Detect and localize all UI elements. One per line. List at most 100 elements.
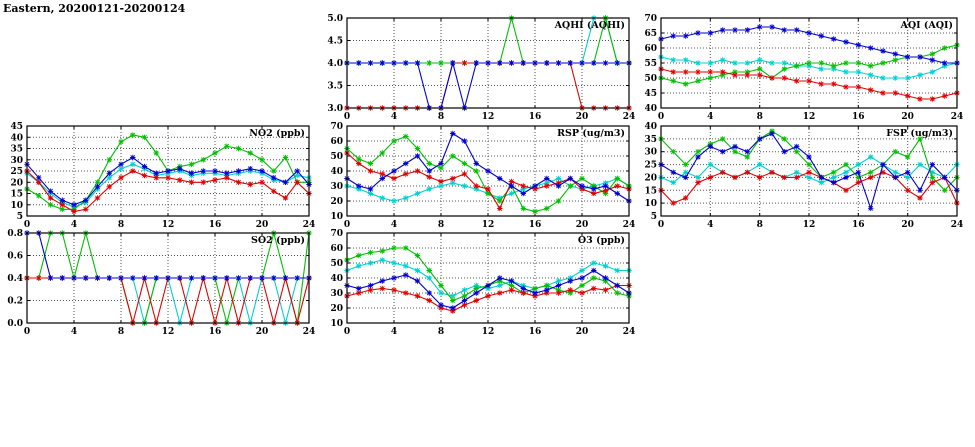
chart-o3: 0 4 8 12 16 20 24 10 20 30 40 50 60 70 O3 (ppb) (330, 229, 635, 337)
svg-text:20: 20 (901, 112, 914, 122)
svg-text:8: 8 (757, 220, 763, 230)
svg-text:45: 45 (644, 89, 657, 99)
svg-text:12: 12 (803, 220, 816, 230)
svg-text:10: 10 (10, 201, 23, 211)
svg-text:24: 24 (951, 220, 964, 230)
svg-text:24: 24 (623, 112, 636, 122)
svg-text:12: 12 (162, 327, 175, 337)
svg-text:20: 20 (644, 173, 657, 183)
svg-text:5: 5 (17, 212, 23, 222)
svg-text:20: 20 (10, 178, 23, 188)
svg-text:50: 50 (644, 74, 657, 84)
svg-text:70: 70 (330, 122, 343, 132)
svg-text:60: 60 (644, 44, 657, 54)
svg-text:20: 20 (330, 197, 343, 207)
chart-aqhi: 0 4 8 12 16 20 24 3.0 3.5 4.0 4.5 5.0 AQHI (AQHI) (327, 14, 635, 122)
svg-text:25: 25 (10, 167, 23, 177)
svg-text:4: 4 (71, 327, 77, 337)
svg-text:15: 15 (10, 190, 23, 200)
svg-text:12: 12 (803, 112, 816, 122)
svg-text:8: 8 (438, 112, 444, 122)
svg-text:AQI (AQI): AQI (AQI) (900, 20, 953, 31)
svg-text:24: 24 (303, 327, 316, 337)
svg-text:5.0: 5.0 (327, 14, 343, 24)
svg-text:40: 40 (644, 122, 657, 132)
svg-text:30: 30 (10, 156, 23, 166)
svg-text:12: 12 (482, 112, 495, 122)
svg-text:16: 16 (852, 112, 865, 122)
page-title: Eastern, 20200121-20200124 (3, 2, 186, 15)
svg-text:8: 8 (118, 220, 124, 230)
svg-text:16: 16 (529, 220, 542, 230)
svg-text:35: 35 (644, 135, 657, 145)
svg-text:8: 8 (757, 112, 763, 122)
svg-text:0.2: 0.2 (7, 297, 23, 307)
svg-text:AQHI (AQHI): AQHI (AQHI) (554, 20, 625, 31)
svg-text:20: 20 (330, 304, 343, 314)
svg-text:0: 0 (658, 112, 664, 122)
svg-text:16: 16 (529, 112, 542, 122)
svg-text:O3 (ppb): O3 (ppb) (578, 235, 625, 246)
svg-text:24: 24 (623, 327, 636, 337)
svg-text:20: 20 (901, 220, 914, 230)
svg-text:0: 0 (24, 220, 30, 230)
svg-text:4: 4 (391, 220, 397, 230)
svg-text:12: 12 (482, 327, 495, 337)
svg-text:10: 10 (644, 199, 657, 209)
svg-text:24: 24 (623, 220, 636, 230)
svg-text:10: 10 (330, 212, 343, 222)
svg-text:4: 4 (71, 220, 77, 230)
svg-text:8: 8 (438, 220, 444, 230)
svg-text:70: 70 (644, 14, 657, 24)
svg-text:16: 16 (209, 327, 222, 337)
svg-text:30: 30 (644, 148, 657, 158)
svg-text:0: 0 (24, 327, 30, 337)
svg-text:12: 12 (482, 220, 495, 230)
svg-text:16: 16 (529, 327, 542, 337)
svg-text:4.5: 4.5 (327, 37, 343, 47)
svg-text:0: 0 (344, 112, 350, 122)
svg-text:60: 60 (330, 137, 343, 147)
svg-text:50: 50 (330, 259, 343, 269)
svg-text:30: 30 (330, 182, 343, 192)
svg-text:50: 50 (330, 152, 343, 162)
chart-no2: 0 4 8 12 16 20 24 5 10 15 20 25 30 35 40 45 NO2 (ppb) (10, 122, 315, 230)
svg-text:0.8: 0.8 (7, 229, 23, 239)
svg-text:16: 16 (852, 220, 865, 230)
chart-aqi: 0 4 8 12 16 20 24 40 45 50 55 60 65 70 AQI (AQI) (644, 14, 963, 122)
svg-text:0: 0 (344, 327, 350, 337)
svg-text:3.0: 3.0 (327, 104, 343, 114)
svg-text:FSP (ug/m3): FSP (ug/m3) (886, 128, 953, 139)
svg-text:4: 4 (707, 112, 713, 122)
chart-fsp: 0 4 8 12 16 20 24 5 10 15 20 25 30 35 40 FSP (ug/m3) (644, 122, 963, 230)
svg-text:55: 55 (644, 59, 657, 69)
svg-text:0: 0 (344, 220, 350, 230)
svg-text:15: 15 (644, 186, 657, 196)
chart-so2: 0 4 8 12 16 20 24 0.0 0.2 0.4 0.6 0.8 SO2 (ppb) (7, 229, 315, 337)
svg-text:4: 4 (391, 327, 397, 337)
svg-text:0.0: 0.0 (7, 319, 23, 329)
svg-text:20: 20 (256, 327, 269, 337)
svg-text:45: 45 (10, 122, 23, 132)
svg-text:8: 8 (438, 327, 444, 337)
svg-text:NO2 (ppb): NO2 (ppb) (249, 128, 305, 139)
svg-text:40: 40 (644, 104, 657, 114)
svg-text:12: 12 (162, 220, 175, 230)
svg-text:16: 16 (209, 220, 222, 230)
svg-text:24: 24 (951, 112, 964, 122)
svg-text:20: 20 (576, 220, 589, 230)
svg-text:35: 35 (10, 145, 23, 155)
chart-rsp: 0 4 8 12 16 20 24 10 20 30 40 50 60 70 RSP (ug/m3) (330, 122, 635, 230)
svg-text:70: 70 (330, 229, 343, 239)
svg-text:4: 4 (391, 112, 397, 122)
svg-text:40: 40 (330, 274, 343, 284)
svg-text:20: 20 (256, 220, 269, 230)
svg-text:4.0: 4.0 (327, 59, 343, 69)
svg-text:40: 40 (330, 167, 343, 177)
svg-text:0.6: 0.6 (7, 252, 23, 262)
svg-text:24: 24 (303, 220, 316, 230)
svg-text:RSP (ug/m3): RSP (ug/m3) (557, 128, 625, 139)
svg-text:0.4: 0.4 (7, 274, 23, 284)
svg-text:5: 5 (651, 212, 657, 222)
